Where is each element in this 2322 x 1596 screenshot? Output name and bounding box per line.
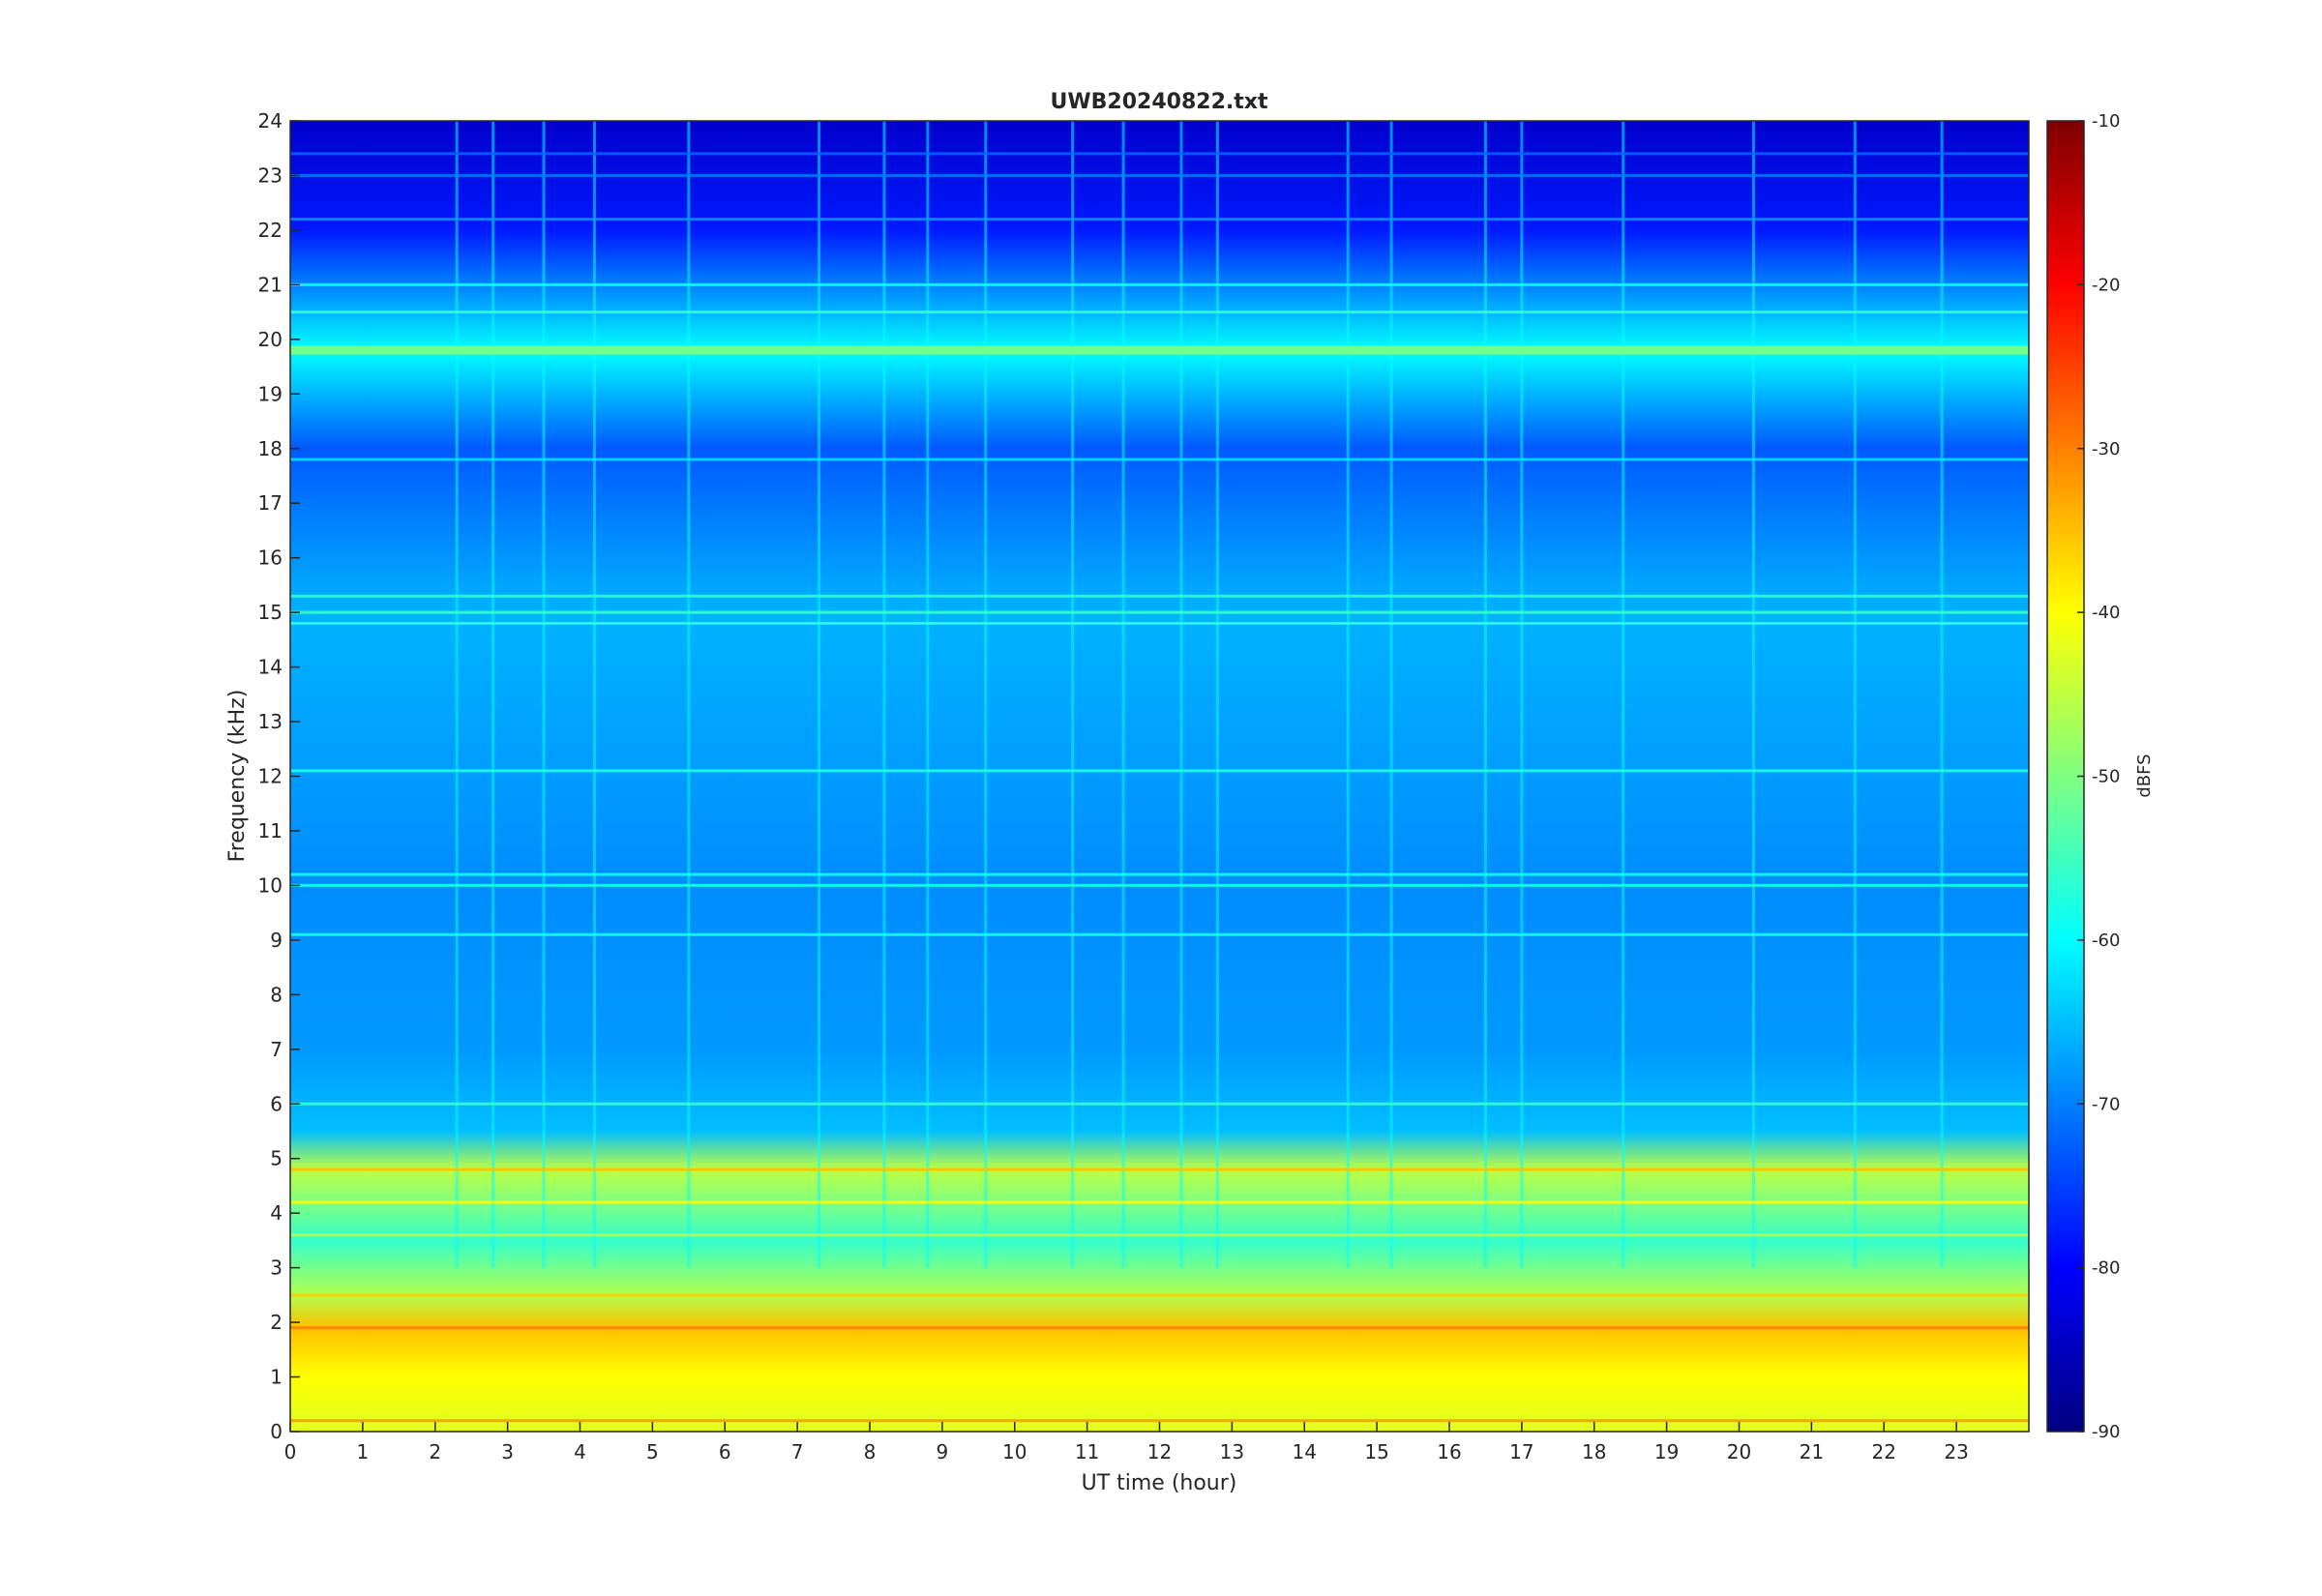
- x-tick-label: 14: [1293, 1440, 1317, 1463]
- y-tick-label: 20: [258, 328, 283, 351]
- colorbar-label: dBFS: [2134, 754, 2155, 797]
- y-tick-label: 6: [270, 1092, 283, 1115]
- y-tick-label: 24: [258, 109, 283, 133]
- x-tick-label: 2: [429, 1440, 441, 1463]
- y-tick-label: 0: [270, 1420, 283, 1443]
- spectrogram-lines: [290, 121, 2029, 1423]
- y-axis-label: Frequency (kHz): [225, 690, 250, 863]
- colorbar-tick-label: -70: [2092, 1094, 2120, 1114]
- x-tick-label: 9: [937, 1440, 949, 1463]
- y-tick-label: 1: [270, 1366, 283, 1389]
- x-tick-label: 13: [1220, 1440, 1244, 1463]
- y-tick-label: 14: [258, 656, 283, 679]
- x-tick-label: 6: [719, 1440, 731, 1463]
- y-tick-label: 22: [258, 219, 283, 242]
- y-tick-label: 11: [258, 819, 283, 842]
- x-tick-label: 17: [1509, 1440, 1533, 1463]
- y-tick-label: 9: [270, 929, 283, 952]
- x-tick-label: 16: [1437, 1440, 1461, 1463]
- y-tick-label: 10: [258, 873, 283, 897]
- spectrogram-background: [290, 121, 2029, 1432]
- x-tick-label: 15: [1364, 1440, 1388, 1463]
- x-tick-label: 8: [864, 1440, 877, 1463]
- y-tick-label: 3: [270, 1256, 283, 1280]
- x-tick-label: 1: [357, 1440, 370, 1463]
- colorbar-tick-label: -80: [2092, 1258, 2120, 1279]
- x-tick-label: 7: [791, 1440, 804, 1463]
- y-tick-label: 12: [258, 765, 283, 788]
- y-tick-label: 8: [270, 983, 283, 1006]
- x-axis: 0 1 2 3 4 5 6 7 8 9 10 11 12 13 14 15 16 17 18 19 20 21 22 23: [284, 1422, 1969, 1463]
- y-tick-label: 2: [270, 1311, 283, 1334]
- x-tick-label: 19: [1654, 1440, 1679, 1463]
- y-tick-label: 23: [258, 163, 283, 187]
- x-axis-label: UT time (hour): [1082, 1471, 1237, 1495]
- x-tick-label: 5: [646, 1440, 659, 1463]
- plot-area: [289, 120, 2030, 1433]
- colorbar-tick-label: -10: [2092, 111, 2120, 132]
- x-tick-label: 10: [1002, 1440, 1027, 1463]
- x-tick-label: 4: [574, 1440, 586, 1463]
- x-tick-label: 18: [1582, 1440, 1606, 1463]
- y-tick-label: 21: [258, 273, 283, 296]
- x-tick-label: 21: [1800, 1440, 1824, 1463]
- x-tick-label: 22: [1872, 1440, 1896, 1463]
- colorbar: -10 -20 -30 -40 -50 -60 -70 -80 -90 dBFS: [2046, 111, 2155, 1442]
- y-tick-label: 18: [258, 437, 283, 460]
- x-tick-label: 20: [1727, 1440, 1751, 1463]
- colorbar-tick-label: -90: [2092, 1422, 2120, 1442]
- chart-title: UWB20240822.txt: [1051, 90, 1268, 114]
- x-tick-label: 12: [1147, 1440, 1172, 1463]
- y-tick-label: 7: [270, 1038, 283, 1061]
- colorbar-tick-label: -60: [2092, 931, 2120, 951]
- colorbar-tick-label: -50: [2092, 767, 2120, 787]
- y-tick-label: 4: [270, 1201, 283, 1225]
- y-tick-label: 5: [270, 1147, 283, 1170]
- x-tick-label: 11: [1075, 1440, 1099, 1463]
- colorbar-ticks: -10 -20 -30 -40 -50 -60 -70 -80 -90: [2077, 111, 2120, 1442]
- colorbar-tick-label: -30: [2092, 439, 2120, 459]
- x-tick-label: 0: [284, 1440, 297, 1463]
- y-tick-label: 13: [258, 710, 283, 733]
- y-tick-label: 15: [258, 601, 283, 624]
- y-tick-label: 16: [258, 547, 283, 570]
- y-tick-label: 17: [258, 491, 283, 515]
- colorbar-tick-label: -20: [2092, 275, 2120, 295]
- colorbar-tick-label: -40: [2092, 603, 2120, 623]
- y-tick-label: 19: [258, 382, 283, 405]
- x-tick-label: 23: [1944, 1440, 1968, 1463]
- x-tick-label: 3: [501, 1440, 514, 1463]
